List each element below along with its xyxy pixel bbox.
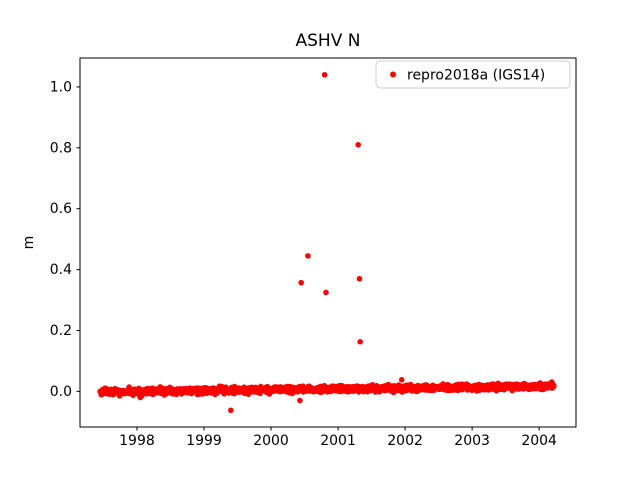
- data-point: [137, 394, 144, 401]
- legend-frame: [375, 60, 571, 89]
- y-tick-label: 0.8: [50, 140, 72, 156]
- data-points: [97, 71, 557, 414]
- y-tick-label: 1.0: [50, 79, 72, 95]
- x-tick-label: 1999: [186, 433, 222, 449]
- x-tick-label: 2003: [454, 433, 490, 449]
- y-tick-label: 0.0: [50, 384, 72, 400]
- x-tick-label: 1998: [119, 433, 155, 449]
- legend-label: repro2018a (IGS14): [407, 68, 545, 84]
- data-point: [305, 253, 311, 259]
- x-tick-label: 2000: [253, 433, 289, 449]
- data-point: [228, 407, 234, 414]
- data-point: [357, 338, 363, 345]
- data-point: [356, 275, 363, 282]
- x-tick-label: 2002: [387, 433, 423, 449]
- x-tick-label: 2001: [320, 433, 356, 449]
- axis-ticks: 1998 1999 2000 2001 2002 2003 2004 0.0 0.2 0.4 0.6…: [50, 79, 557, 449]
- data-point: [297, 397, 303, 404]
- chart-title: ASHV N: [296, 31, 361, 51]
- axes-frame: [79, 57, 577, 428]
- data-point: [398, 377, 405, 383]
- data-point: [551, 382, 557, 389]
- y-axis-label: m: [21, 236, 37, 250]
- data-point: [298, 279, 304, 286]
- legend-marker-icon: [390, 71, 396, 78]
- data-point: [321, 71, 328, 78]
- y-tick-label: 0.2: [50, 323, 72, 339]
- data-point: [355, 141, 361, 148]
- y-tick-label: 0.4: [50, 262, 72, 278]
- data-point: [323, 289, 329, 296]
- y-tick-label: 0.6: [50, 201, 72, 217]
- x-tick-label: 2004: [521, 433, 557, 449]
- legend: repro2018a (IGS14): [375, 60, 571, 89]
